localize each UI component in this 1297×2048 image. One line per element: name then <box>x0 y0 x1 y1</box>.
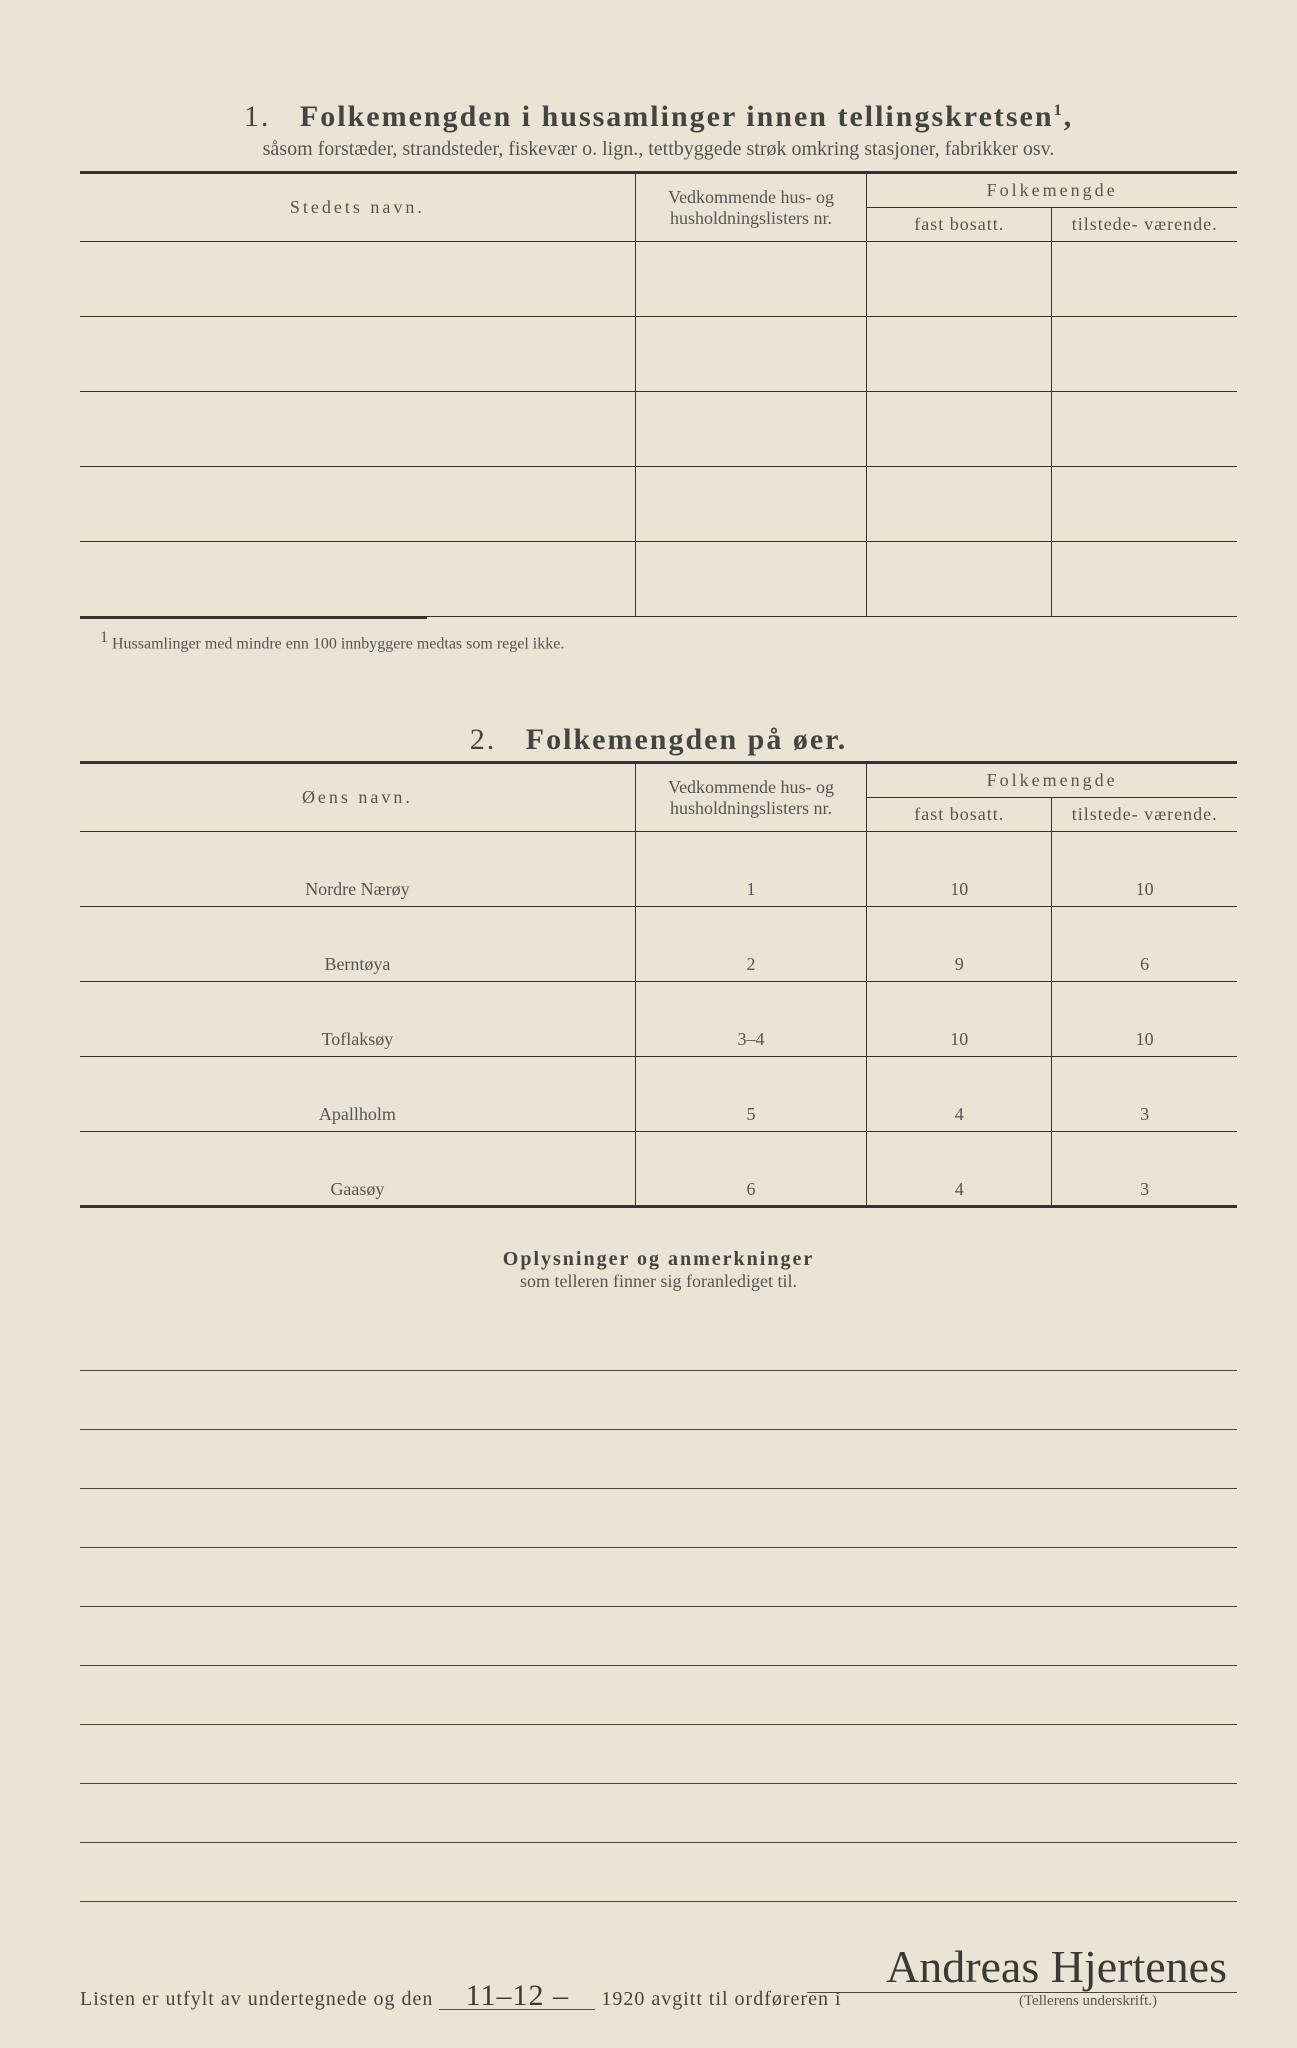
col-fast: fast bosatt. <box>867 208 1052 242</box>
footnote-marker: 1 <box>100 629 108 646</box>
col-folkemengde: Folkemengde <box>867 173 1237 208</box>
island-name: Berntøya <box>80 907 635 982</box>
remarks-title: Oplysninger og anmerkninger <box>80 1248 1237 1271</box>
col-fast-2: fast bosatt. <box>867 798 1052 832</box>
table-row: Apallholm543 <box>80 1057 1237 1132</box>
col-lists-nr: Vedkommende hus- og husholdningslisters … <box>635 173 866 242</box>
ruled-line <box>80 1843 1237 1902</box>
list-nr: 6 <box>635 1132 866 1207</box>
footer-date-fill: 11–12 – <box>439 1982 595 2010</box>
section2-title-text: Folkemengden på øer. <box>526 723 847 756</box>
list-nr: 2 <box>635 907 866 982</box>
tilstede: 6 <box>1052 907 1237 982</box>
list-nr: 5 <box>635 1057 866 1132</box>
col-lists-nr-2: Vedkommende hus- og husholdningslisters … <box>635 763 866 832</box>
table-row <box>80 242 1237 317</box>
ruled-line <box>80 1312 1237 1371</box>
col-folkemengde-2: Folkemengde <box>867 763 1237 798</box>
island-name: Apallholm <box>80 1057 635 1132</box>
island-name: Toflaksøy <box>80 982 635 1057</box>
tilstede: 10 <box>1052 832 1237 907</box>
section1-table: Stedets navn. Vedkommende hus- og hushol… <box>80 171 1237 617</box>
fast-bosatt: 4 <box>867 1057 1052 1132</box>
list-nr: 3–4 <box>635 982 866 1057</box>
tilstede: 3 <box>1052 1057 1237 1132</box>
col-oens-navn: Øens navn. <box>80 763 635 832</box>
signature: Andreas Hjertenes <box>886 1940 1227 1993</box>
section1-sup: 1 <box>1054 102 1064 119</box>
col-tilstede: tilstede- værende. <box>1052 208 1237 242</box>
tilstede: 3 <box>1052 1132 1237 1207</box>
fast-bosatt: 4 <box>867 1132 1052 1207</box>
fast-bosatt: 10 <box>867 982 1052 1057</box>
col-stedets-navn: Stedets navn. <box>80 173 635 242</box>
table-row <box>80 467 1237 542</box>
ruled-line <box>80 1548 1237 1607</box>
table-row: Toflaksøy3–41010 <box>80 982 1237 1057</box>
section2-table: Øens navn. Vedkommende hus- og husholdni… <box>80 761 1237 1206</box>
table-row: Gaasøy643 <box>80 1132 1237 1207</box>
remarks-subtitle: som telleren finner sig foranlediget til… <box>80 1271 1237 1292</box>
fast-bosatt: 9 <box>867 907 1052 982</box>
fast-bosatt: 10 <box>867 832 1052 907</box>
list-nr: 1 <box>635 832 866 907</box>
section1-subtitle: såsom forstæder, strandsteder, fiskevær … <box>80 138 1237 161</box>
table-row <box>80 392 1237 467</box>
table-row: Nordre Nærøy11010 <box>80 832 1237 907</box>
table-row <box>80 542 1237 617</box>
footnote-text: Hussamlinger med mindre enn 100 innbygge… <box>112 635 564 652</box>
ruled-line <box>80 1430 1237 1489</box>
section1-number: 1. <box>244 100 271 133</box>
ruled-line <box>80 1784 1237 1843</box>
section2-number: 2. <box>470 723 497 756</box>
ruled-line <box>80 1607 1237 1666</box>
tilstede: 10 <box>1052 982 1237 1057</box>
ruled-line <box>80 1371 1237 1430</box>
section2-title: 2. Folkemengden på øer. <box>80 723 1237 757</box>
section1-title: 1. Folkemengden i hussamlinger innen tel… <box>80 100 1237 134</box>
footer-year: 1920 <box>601 1988 645 2010</box>
remarks-ruled-area <box>80 1312 1237 1902</box>
table-row: Berntøya296 <box>80 907 1237 982</box>
col-tilstede-2: tilstede- værende. <box>1052 798 1237 832</box>
section1-title-text: Folkemengden i hussamlinger innen tellin… <box>300 100 1054 133</box>
census-form-page: 1. Folkemengden i hussamlinger innen tel… <box>0 0 1297 2048</box>
signature-caption: (Tellerens underskrift.) <box>1019 1993 1157 2010</box>
ruled-line <box>80 1666 1237 1725</box>
island-name: Gaasøy <box>80 1132 635 1207</box>
section1-footnote: 1 Hussamlinger med mindre enn 100 innbyg… <box>100 629 1237 653</box>
ruled-line <box>80 1725 1237 1784</box>
table-row <box>80 317 1237 392</box>
island-name: Nordre Nærøy <box>80 832 635 907</box>
ruled-line <box>80 1489 1237 1548</box>
footer-prefix: Listen er utfylt av undertegnede og den <box>80 1988 433 2010</box>
